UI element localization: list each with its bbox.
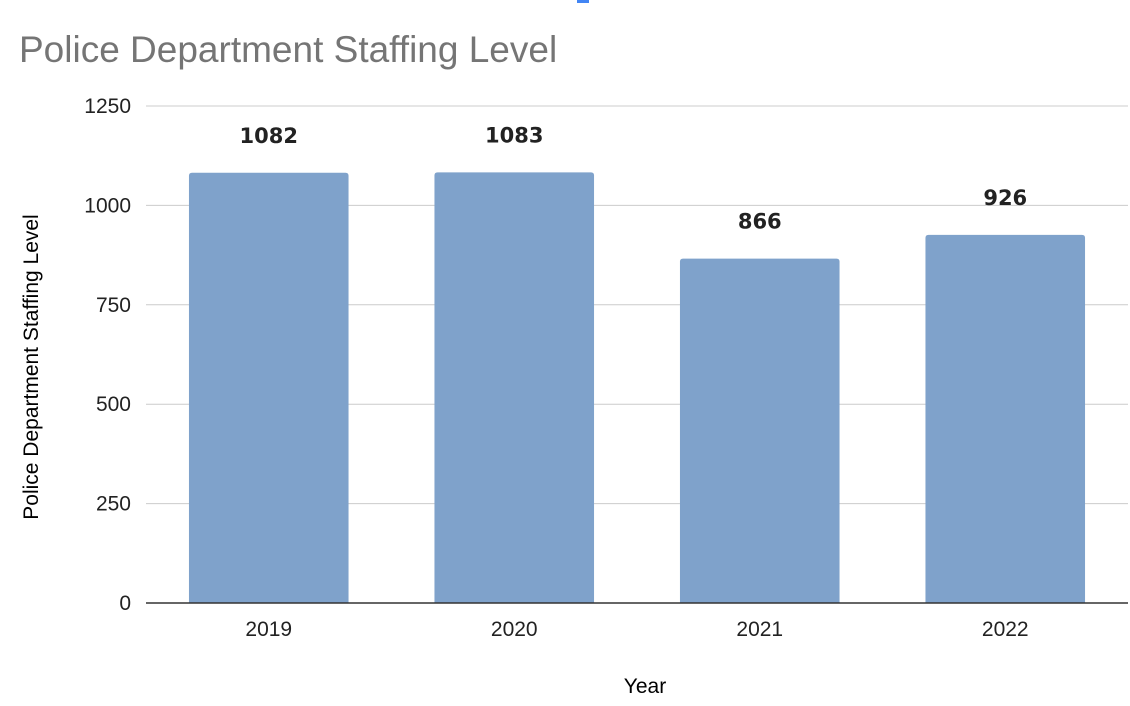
x-tick-label: 2022 [982,618,1029,641]
x-tick-label: 2020 [491,618,538,641]
x-axis-title: Year [624,675,666,698]
data-label: 926 [983,186,1027,210]
x-tick-labels: 2019 2020 2021 2022 [245,618,1028,641]
data-labels: 1082 1083 866 926 [240,123,1028,233]
selection-marker [577,0,589,3]
y-tick-label: 0 [119,592,131,615]
y-tick-label: 1000 [84,194,131,217]
bar-2022 [925,234,1086,604]
bars [188,172,1086,604]
bar-2021 [679,258,840,603]
x-tick-label: 2019 [245,618,292,641]
y-tick-label: 500 [96,393,131,416]
data-label: 866 [738,210,782,234]
data-label: 1082 [240,124,298,148]
bar-2020 [434,172,595,603]
y-axis-title: Police Department Staffing Level [20,214,43,519]
bar-2019 [188,172,349,603]
chart-title: Police Department Staffing Level [19,29,557,70]
x-tick-label: 2021 [736,618,783,641]
y-tick-labels: 0 250 500 750 1000 1250 [84,95,131,615]
y-tick-label: 250 [96,493,131,516]
y-tick-label: 1250 [84,95,131,118]
data-label: 1083 [485,123,543,147]
y-tick-label: 750 [96,294,131,317]
